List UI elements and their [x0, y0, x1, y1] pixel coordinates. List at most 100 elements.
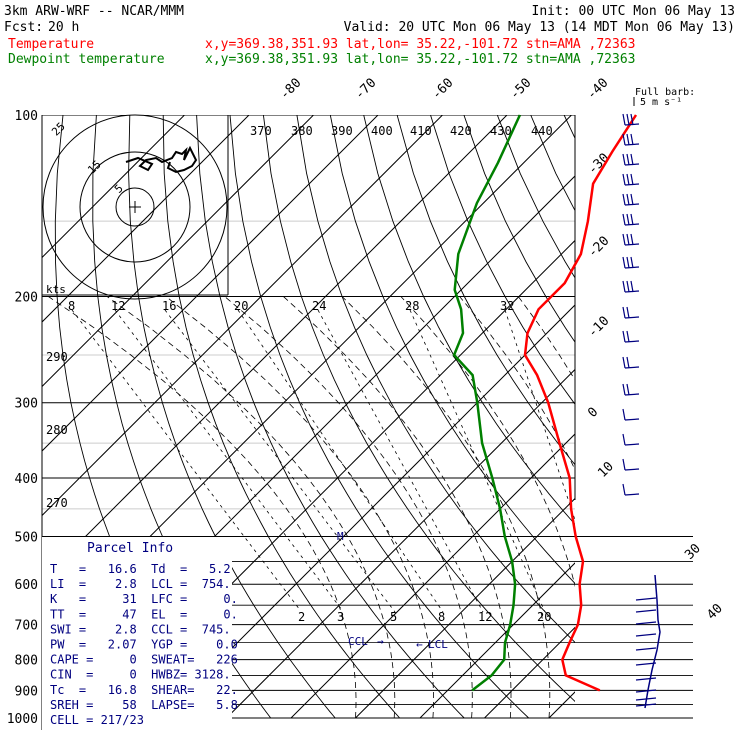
theta-label-430: 430 — [490, 124, 512, 138]
low-wind-barb — [635, 697, 657, 701]
isotherm--90 — [42, 115, 443, 517]
wind-barb — [622, 213, 640, 226]
mixing-ratio-label-low-5: 5 — [390, 610, 397, 624]
theta-label-420: 420 — [450, 124, 472, 138]
wind-barb — [622, 356, 640, 369]
hodograph-ring-label-25: 25 — [49, 120, 68, 139]
parcel-info-row: CIN = 0 HWBZ= 3128. — [50, 668, 231, 682]
parcel-info-row: SWI = 2.8 CCL = 745. — [50, 622, 231, 636]
isotherm-0 — [419, 562, 575, 719]
parcel-info-box: Parcel Info T = 16.6 Td = 5.2LI = 2.8 LC… — [42, 537, 238, 730]
isotherm-label-top-2: -60 — [429, 76, 456, 103]
theta-label-left-270: 270 — [46, 496, 68, 510]
pressure-tick-1000: 1000 — [7, 712, 38, 727]
pressure-tick-300: 300 — [15, 397, 38, 412]
mixing-ratio-label-low-3: 3 — [337, 610, 344, 624]
dry-adiabat-420 — [664, 115, 740, 718]
wind-barb — [622, 256, 640, 269]
isotherm-30 — [614, 115, 740, 718]
isotherm-label-right-4: 10 — [595, 459, 617, 481]
mixing-ratio-line-6 — [504, 309, 575, 521]
wind-barb — [622, 193, 640, 206]
low-wind-barb — [635, 677, 657, 681]
mixing-ratio-label-12: 12 — [111, 299, 125, 313]
wind-barb — [622, 330, 640, 343]
isotherm-label-right-3: 0 — [585, 405, 601, 421]
pressure-tick-200: 200 — [15, 291, 38, 306]
pressure-tick-400: 400 — [15, 472, 38, 487]
isotherm-label-top-3: -50 — [507, 76, 534, 103]
dry-adiabat-410 — [631, 115, 740, 718]
m-marker: M — [337, 530, 344, 543]
isotherm-40 — [678, 115, 740, 718]
dry-adiabat-290 — [229, 115, 530, 719]
low-wind-barb — [635, 597, 657, 601]
hodograph-ring-label-15: 15 — [85, 158, 104, 177]
dewpoint-location-info: x,y=369.38,351.93 lat,lon= 35.22,-101.72… — [205, 52, 635, 67]
wind-barb — [622, 458, 640, 471]
isotherm--110 — [42, 115, 314, 388]
dry-adiabat-370 — [496, 115, 575, 279]
theta-label-440: 440 — [531, 124, 553, 138]
pressure-tick-900: 900 — [15, 684, 38, 699]
dewpoint-legend: Dewpoint temperature — [8, 52, 165, 67]
parcel-info-row: TT = 47 EL = 0. — [50, 607, 238, 621]
parcel-info-title: Parcel Info — [87, 541, 173, 556]
theta-label-370: 370 — [250, 124, 272, 138]
dry-adiabat-380 — [530, 115, 575, 212]
isotherm--20 — [290, 433, 575, 719]
low-wind-barb — [635, 621, 657, 625]
wind-barb — [622, 383, 640, 396]
hodograph-ring-15 — [79, 151, 191, 263]
parcel-info-row: K = 31 LFC = 0. — [50, 592, 238, 606]
hodograph-ring-5 — [115, 187, 155, 227]
isotherm--130 — [42, 115, 185, 259]
dry-adiabat-280 — [196, 115, 465, 719]
barb-legend-value: 5 m s⁻¹ — [640, 97, 682, 108]
mixing-ratio-label-16: 16 — [162, 299, 176, 313]
wind-barb — [622, 408, 640, 421]
low-wind-barb — [635, 609, 657, 613]
moist-adiabat-8 — [517, 296, 575, 381]
theta-label-410: 410 — [410, 124, 432, 138]
isotherm--120 — [42, 115, 250, 323]
dry-adiabat-360 — [463, 115, 575, 343]
wind-barb — [622, 483, 640, 496]
mixing-ratio-label-low-20: 20 — [537, 610, 551, 624]
parcel-info-row: PW = 2.07 YGP = 0.0 — [50, 638, 238, 652]
isotherm--10 — [355, 497, 575, 719]
isotherm-label-top-4: -40 — [584, 76, 611, 103]
isotherm--40 — [161, 304, 575, 719]
temperature-legend: Temperature — [8, 37, 94, 52]
low-wind-barb — [635, 647, 657, 651]
dry-adiabat-430 — [698, 115, 740, 718]
mixing-ratio-label-low-2: 2 — [298, 610, 305, 624]
theta-label-380: 380 — [291, 124, 313, 138]
parcel-info-row: CELL = 217/23 — [50, 713, 144, 727]
wind-barb — [622, 113, 640, 126]
ccl-marker: CCL — [348, 635, 368, 648]
pressure-tick-100: 100 — [15, 109, 38, 124]
isotherm-10 — [484, 626, 575, 719]
hodograph-ring-25 — [42, 114, 228, 300]
isotherm-label-right-1: -20 — [585, 234, 612, 261]
moist-adiabat-7 — [459, 296, 575, 471]
low-wind-barb — [635, 703, 657, 707]
isotherm--80 — [42, 115, 508, 581]
ccl-arrow: → — [377, 635, 384, 648]
parcel-info-row: SREH = 58 LAPSE= 5.8 — [50, 698, 238, 712]
wind-barb — [622, 133, 640, 146]
mixing-ratio-label-24: 24 — [312, 299, 326, 313]
pressure-tick-800: 800 — [15, 654, 38, 669]
barb-legend-title: Full barb: — [635, 87, 695, 98]
mixing-ratio-label-32: 32 — [500, 299, 514, 313]
theta-label-400: 400 — [371, 124, 393, 138]
isotherm-label-bottom-right-1: 40 — [704, 601, 726, 623]
wind-barbs — [622, 113, 640, 496]
low-wind-barb — [635, 689, 657, 693]
wind-barb — [622, 173, 640, 186]
isotherm-label-top-0: -80 — [277, 76, 304, 103]
fcst-label: Fcst: — [4, 20, 43, 35]
isotherm--30 — [226, 368, 575, 719]
wind-barb — [622, 433, 640, 446]
